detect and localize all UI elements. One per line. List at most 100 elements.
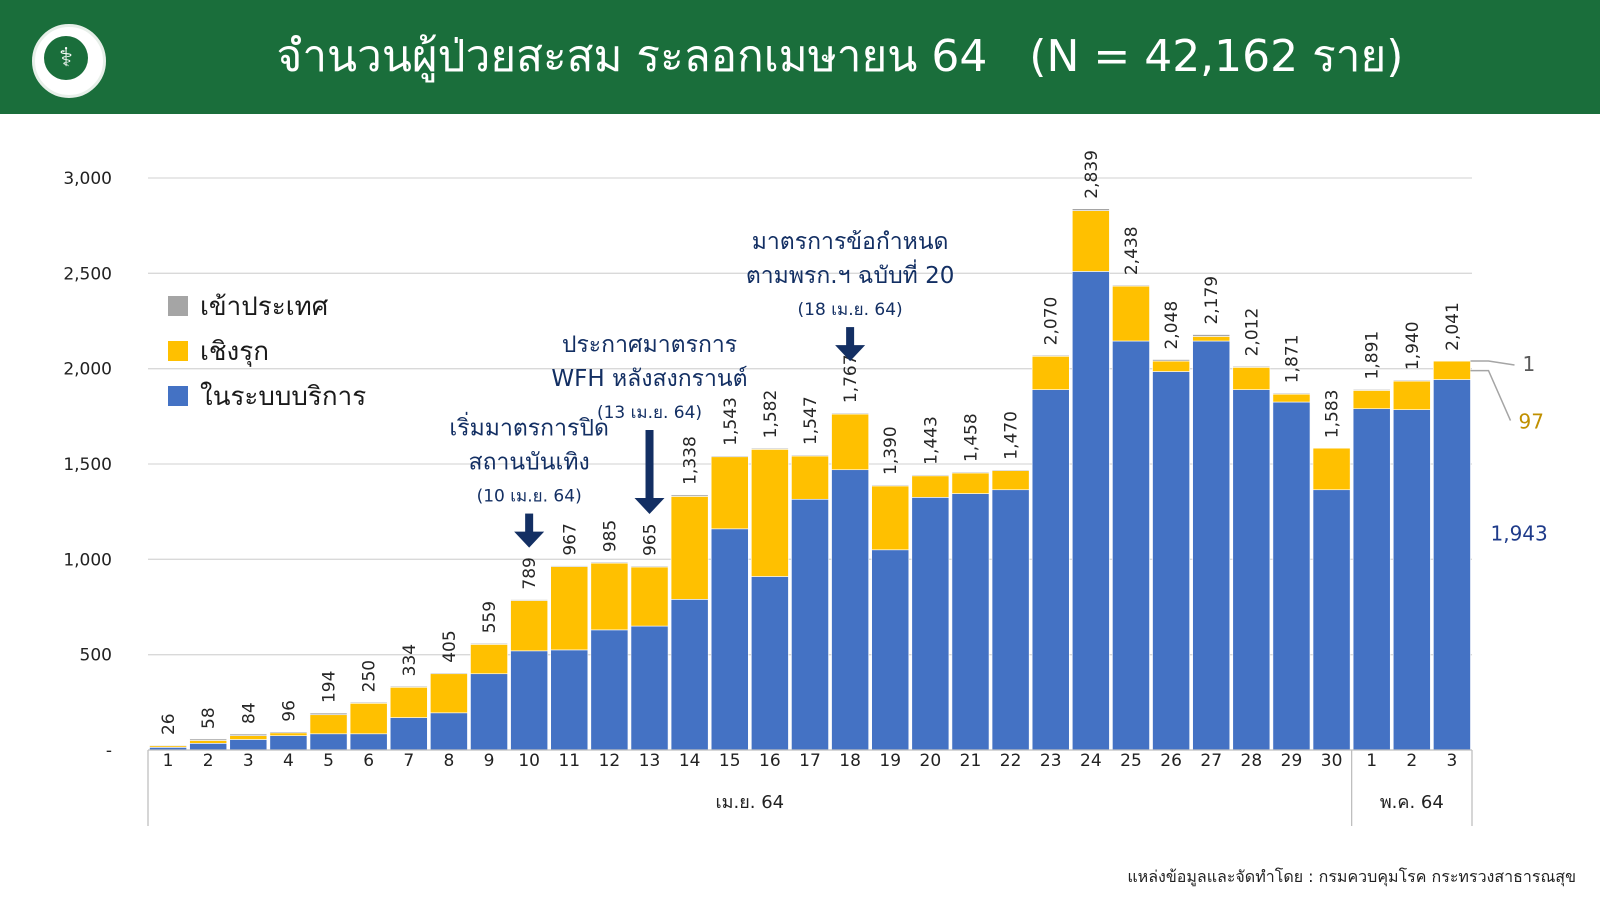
bar-total-label: 1,891	[1363, 331, 1383, 380]
x-tick-label: 7	[403, 751, 414, 771]
bar-total-label: 2,179	[1202, 276, 1222, 325]
x-tick-label: 4	[283, 751, 294, 771]
annotation-arrow-shaft	[645, 430, 654, 501]
page-title: จำนวนผู้ป่วยสะสม ระลอกเมษายน 64 (N = 42,…	[276, 31, 1404, 82]
bar-segment	[751, 448, 789, 450]
bar-segment	[229, 735, 268, 740]
bar-segment	[510, 650, 549, 751]
bar-segment	[269, 732, 308, 737]
bar-total-label: 2,438	[1122, 226, 1142, 275]
bar-segment	[1272, 392, 1311, 395]
x-tick-label: 26	[1160, 751, 1182, 771]
legend-label: เชิงรุก	[200, 337, 269, 367]
bar-segment	[470, 643, 508, 645]
bar-segment	[1031, 355, 1070, 390]
bar-segment	[1272, 401, 1311, 751]
bar-total-label: 985	[600, 520, 620, 552]
bar-segment	[309, 712, 348, 716]
bar-total-label: 1,582	[761, 390, 781, 439]
x-tick-label: 6	[363, 751, 374, 771]
bar-segment	[1192, 336, 1231, 342]
x-tick-label: 13	[639, 751, 661, 771]
bar-segment	[1392, 380, 1431, 410]
bar-segment	[911, 497, 950, 751]
caduceus-icon: ⚕	[44, 36, 88, 80]
bar-segment	[470, 673, 508, 751]
y-tick-label: 2,500	[63, 264, 112, 284]
x-tick-label: 21	[960, 751, 982, 771]
bar-segment	[1152, 359, 1190, 362]
month-group-label: เม.ย. 64	[715, 792, 784, 813]
x-tick-label: 3	[1447, 751, 1458, 771]
bar-segment	[1433, 360, 1471, 380]
x-tick-label: 2	[1406, 751, 1417, 771]
x-tick-label: 24	[1080, 751, 1102, 771]
annotation-arrow-shaft	[846, 327, 855, 348]
annotation-text: WFH หลังสงกรานต์	[551, 365, 747, 392]
x-tick-label: 12	[599, 751, 621, 771]
legend-label: เข้าประเทศ	[200, 292, 329, 322]
bar-segment	[1192, 340, 1231, 751]
x-tick-label: 16	[759, 751, 781, 771]
bar-total-label: 1,443	[921, 416, 941, 465]
bar-segment	[751, 576, 789, 751]
bar-segment	[349, 702, 388, 735]
y-tick-label: -	[106, 741, 112, 761]
annotation-arrow-shaft	[525, 513, 534, 534]
bar-total-label: 559	[480, 601, 500, 633]
legend-swatch	[168, 386, 188, 406]
x-tick-label: 20	[920, 751, 942, 771]
bar-total-label: 2,070	[1042, 297, 1062, 346]
bar-segment	[229, 739, 268, 751]
bar-segment	[670, 494, 709, 497]
bar-segment	[871, 484, 910, 487]
bar-segment	[1312, 489, 1351, 751]
bar-segment	[1031, 355, 1070, 357]
bar-segment	[269, 731, 308, 734]
bar-segment	[831, 412, 869, 415]
bar-segment	[430, 673, 468, 714]
bar-total-label: 1,458	[961, 413, 981, 462]
bar-segment	[349, 702, 388, 704]
x-tick-label: 14	[679, 751, 701, 771]
bar-total-label: 1,940	[1403, 321, 1423, 370]
annotation-arrow-head	[514, 531, 545, 548]
bar-segment	[189, 743, 228, 751]
bar-segment	[1192, 334, 1231, 337]
x-tick-label: 10	[518, 751, 540, 771]
bar-segment	[309, 733, 348, 751]
bar-segment	[791, 498, 829, 751]
x-tick-label: 27	[1200, 751, 1222, 771]
bar-segment	[1071, 210, 1110, 272]
x-tick-label: 25	[1120, 751, 1142, 771]
x-tick-label: 9	[484, 751, 495, 771]
annotation-date: (10 เม.ย. 64)	[477, 487, 582, 507]
bar-total-label: 2,012	[1242, 308, 1262, 357]
month-group-label: พ.ค. 64	[1380, 792, 1444, 813]
bar-segment	[269, 735, 308, 751]
y-tick-label: 500	[80, 646, 112, 666]
bar-segment	[991, 469, 1030, 471]
x-tick-label: 23	[1040, 751, 1062, 771]
bar-segment	[510, 600, 549, 652]
bar-total-label: 58	[199, 707, 219, 729]
bar-segment	[349, 733, 388, 751]
callout-service-value: 1,943	[1491, 521, 1548, 545]
bar-segment	[1312, 447, 1351, 491]
bar-total-label: 2,048	[1162, 301, 1182, 350]
bar-segment	[991, 470, 1030, 491]
bar-segment	[389, 686, 428, 688]
x-tick-label: 19	[879, 751, 901, 771]
bar-segment	[1232, 389, 1271, 751]
x-tick-label: 29	[1281, 751, 1303, 771]
bar-segment	[1433, 379, 1471, 751]
bar-segment	[590, 561, 629, 564]
x-tick-label: 1	[1366, 751, 1377, 771]
bar-segment	[951, 471, 990, 474]
bar-segment	[430, 672, 468, 675]
bar-segment	[1112, 284, 1150, 287]
bar-segment	[189, 738, 228, 741]
callout-active-value: 97	[1519, 410, 1544, 434]
bar-total-label: 2,041	[1443, 302, 1463, 351]
legend-swatch	[168, 341, 188, 361]
